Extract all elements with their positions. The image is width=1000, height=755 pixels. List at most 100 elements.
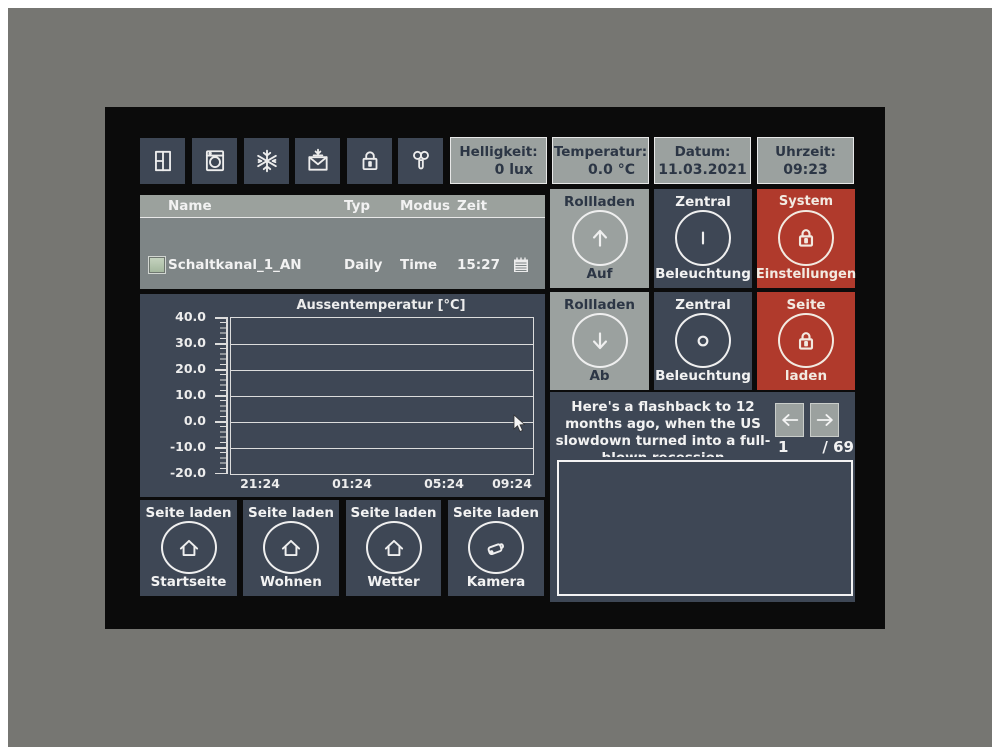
climate-button[interactable]	[244, 138, 289, 184]
schedule-table-header: Name Typ Modus Zeit	[140, 195, 545, 218]
nav-top-label: Seite laden	[350, 505, 437, 521]
button-top-label: Seite	[786, 297, 826, 313]
lock-icon	[778, 313, 834, 368]
arrow-up-icon	[571, 210, 628, 266]
time-tile: Uhrzeit: 09:23	[757, 137, 854, 184]
news-ticker-panel: Here's a flashback to 12 months ago, whe…	[550, 392, 855, 602]
chart-title: Aussentemperatur [°C]	[296, 298, 466, 313]
power-on-icon	[675, 210, 731, 266]
y-tick: 30.0	[175, 335, 206, 350]
system-settings-button[interactable]: System Einstellungen	[755, 189, 857, 288]
nav-button-startseite[interactable]: Seite laden Startseite	[140, 500, 237, 596]
button-top-label: Zentral	[675, 297, 731, 313]
row-typ: Daily	[344, 256, 383, 273]
plot-area	[230, 317, 534, 475]
temperature-label: Temperatur:	[553, 143, 648, 160]
x-tick: 01:24	[332, 476, 372, 491]
checkbox[interactable]	[148, 255, 166, 274]
y-tick: 0.0	[183, 413, 206, 428]
home-icon	[160, 521, 217, 574]
button-bottom-label: Beleuchtung	[655, 266, 751, 282]
nav-bottom-label: Wetter	[367, 574, 420, 590]
page-current: 1	[778, 438, 789, 456]
central-light-off-button[interactable]: Zentral Beleuchtung	[654, 292, 752, 390]
row-modus: Time	[400, 256, 438, 273]
row-zeit: 15:27	[457, 256, 500, 273]
nav-top-label: Seite laden	[145, 505, 232, 521]
date-tile: Datum: 11.03.2021	[654, 137, 751, 184]
time-value: 09:23	[783, 161, 828, 178]
washing-machine-icon	[205, 150, 224, 172]
date-value: 11.03.2021	[658, 161, 747, 178]
nav-button-wohnen[interactable]: Seite laden Wohnen	[243, 500, 339, 596]
page-indicator: 1 / 69	[778, 438, 854, 456]
home-icon	[263, 521, 319, 574]
nav-button-wetter[interactable]: Seite laden Wetter	[346, 500, 441, 596]
next-page-button[interactable]	[810, 403, 839, 437]
nav-button-kamera[interactable]: Seite laden Kamera	[448, 500, 544, 596]
y-axis-ruler	[212, 317, 228, 474]
temperature-tile: Temperatur: 0.0 °C	[552, 137, 649, 184]
brightness-value: 0 lux	[494, 161, 533, 178]
button-bottom-label: Ab	[589, 368, 610, 384]
fan-icon	[412, 150, 429, 170]
lock-icon	[362, 151, 377, 171]
central-light-on-button[interactable]: Zentral Beleuchtung	[654, 189, 752, 288]
camera-icon	[468, 521, 524, 574]
temperature-value: 0.0 °C	[588, 161, 635, 178]
ticker-line: months ago, when the US	[565, 416, 761, 432]
button-top-label: Rollladen	[563, 194, 636, 210]
snowflake-icon	[256, 149, 277, 173]
col-header-name: Name	[168, 198, 212, 214]
mouse-cursor	[513, 414, 526, 433]
brightness-tile: Helligkeit: 0 lux	[450, 137, 547, 184]
mail-download-icon	[307, 148, 328, 171]
messages-button[interactable]	[295, 138, 340, 184]
touch-panel-bezel: Helligkeit: 0 lux Temperatur: 0.0 °C Dat…	[105, 107, 885, 629]
button-top-label: Rollladen	[563, 297, 636, 313]
home-icon	[365, 521, 422, 574]
x-tick: 05:24	[424, 476, 464, 491]
col-header-zeit: Zeit	[457, 198, 488, 214]
lock-icon	[778, 210, 834, 266]
page-total: / 69	[822, 438, 854, 456]
schedule-table: Name Typ Modus Zeit Schaltkanal_1_AN Dai…	[140, 195, 545, 368]
lock-button[interactable]	[347, 138, 392, 184]
ticker-line: blown recession	[552, 450, 774, 457]
button-bottom-label: Beleuchtung	[655, 368, 751, 384]
ticker-text: Here's a flashback to 12 months ago, whe…	[552, 399, 774, 457]
ticker-line: slowdown turned into a full-	[555, 433, 771, 449]
ventilation-button[interactable]	[398, 138, 443, 184]
shutter-up-button[interactable]: Rollladen Auf	[550, 189, 649, 288]
y-tick: 10.0	[175, 387, 206, 402]
row-name: Schaltkanal_1_AN	[168, 256, 302, 273]
col-header-typ: Typ	[344, 198, 371, 214]
y-tick: 40.0	[175, 309, 206, 324]
date-label: Datum:	[674, 143, 731, 160]
load-page-button[interactable]: Seite laden	[757, 292, 855, 390]
washing-machine-button[interactable]	[192, 138, 237, 184]
button-bottom-label: Einstellungen	[755, 267, 857, 282]
button-top-label: System	[778, 194, 834, 209]
media-placeholder-box	[557, 460, 853, 596]
button-top-label: Zentral	[675, 194, 731, 210]
outdoor-temperature-chart: Aussentemperatur [°C] 40.0 30.0 20.0 10.…	[140, 294, 545, 497]
col-header-modus: Modus	[400, 198, 451, 214]
nav-bottom-label: Startseite	[150, 574, 227, 590]
table-row[interactable]: Schaltkanal_1_AN Daily Time 15:27	[140, 218, 545, 312]
shutter-down-button[interactable]: Rollladen Ab	[550, 292, 649, 390]
nav-top-label: Seite laden	[453, 505, 539, 521]
arrow-right-icon	[816, 414, 833, 426]
x-tick: 09:24	[492, 476, 532, 491]
brightness-label: Helligkeit:	[459, 143, 538, 160]
arrow-down-icon	[571, 313, 628, 368]
calendar-icon[interactable]	[512, 256, 530, 274]
window-icon	[154, 150, 171, 172]
button-bottom-label: Auf	[586, 266, 613, 282]
y-tick: -20.0	[169, 465, 206, 480]
x-tick: 21:24	[240, 476, 280, 491]
power-off-icon	[675, 313, 731, 368]
window-button[interactable]	[140, 138, 185, 184]
arrow-left-icon	[781, 414, 798, 426]
prev-page-button[interactable]	[775, 403, 804, 437]
